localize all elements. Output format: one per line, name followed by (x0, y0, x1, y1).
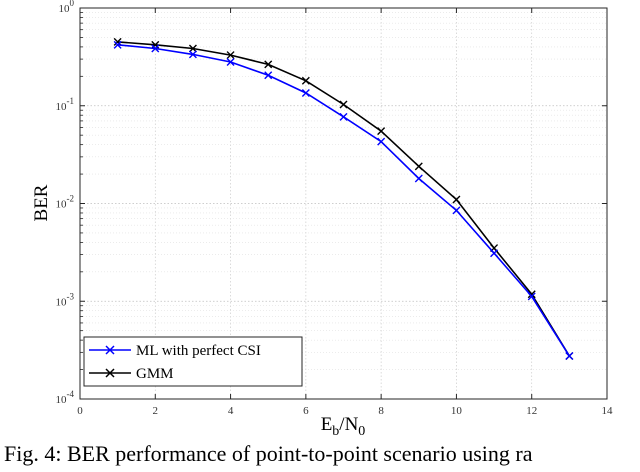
legend-label-ml: ML with perfect CSI (136, 343, 261, 359)
y-tick-exponent: -2 (67, 194, 75, 204)
legend-marker-ml (105, 345, 115, 355)
data-point-ml (188, 50, 197, 59)
legend-marker-gmm (105, 368, 115, 378)
data-point-gmm (264, 60, 273, 69)
data-point-ml (377, 137, 386, 146)
y-tick-exponent: -3 (67, 291, 75, 301)
data-point-gmm (527, 290, 536, 299)
x-axis-title-main: E (321, 414, 333, 435)
data-point-gmm (339, 100, 348, 109)
y-tick-base: 10 (56, 101, 68, 113)
series-group (113, 37, 574, 361)
x-tick-label: 2 (153, 405, 159, 417)
legend: ML with perfect CSI GMM (83, 336, 303, 387)
data-point-ml (151, 44, 160, 53)
y-tick-base: 10 (59, 3, 71, 15)
data-point-ml (527, 292, 536, 301)
y-tick-label: 10-2 (56, 194, 75, 211)
data-point-ml (452, 206, 461, 215)
figure-caption: Fig. 4: BER performance of point-to-poin… (4, 441, 533, 466)
data-point-gmm (452, 195, 461, 204)
data-point-gmm (301, 76, 310, 85)
y-tick-exponent: -1 (67, 96, 75, 106)
x-tick-label: 6 (303, 405, 309, 417)
y-tick-base: 10 (56, 199, 68, 211)
y-tick-label: 10-1 (56, 96, 75, 113)
y-tick-base: 10 (56, 296, 68, 308)
y-tick-exponent: 0 (70, 0, 75, 8)
x-tick-label: 10 (451, 405, 463, 417)
y-tick-label: 10-3 (56, 291, 75, 308)
x-tick-label: 12 (526, 405, 537, 417)
y-tick-base: 10 (56, 394, 68, 406)
x-tick-label: 14 (602, 405, 614, 417)
x-axis-title-sub1: b (332, 424, 339, 439)
data-point-gmm (414, 162, 423, 171)
data-point-ml (301, 89, 310, 98)
x-tick-label: 0 (77, 405, 83, 417)
data-point-gmm (226, 51, 235, 60)
y-tick-label: 10-4 (56, 389, 75, 406)
data-point-gmm (377, 127, 386, 136)
data-point-ml (113, 40, 122, 49)
data-point-ml (490, 249, 499, 258)
y-tick-exponent: -4 (67, 389, 75, 399)
x-axis-title: Eb/N0 (321, 414, 366, 439)
data-point-ml (226, 58, 235, 67)
y-axis-title: BER (31, 184, 52, 221)
legend-label-gmm: GMM (136, 366, 174, 382)
data-point-ml (264, 71, 273, 80)
data-point-ml (565, 352, 574, 361)
data-point-ml (414, 174, 423, 183)
y-tick-label: 100 (59, 0, 75, 15)
legend-box (83, 336, 303, 387)
data-point-gmm (188, 44, 197, 53)
x-axis-title-sep: /N (339, 414, 358, 435)
data-point-ml (339, 112, 348, 121)
x-tick-label: 4 (228, 405, 234, 417)
x-axis-title-sub2: 0 (358, 424, 365, 439)
x-tick-label: 8 (378, 405, 384, 417)
